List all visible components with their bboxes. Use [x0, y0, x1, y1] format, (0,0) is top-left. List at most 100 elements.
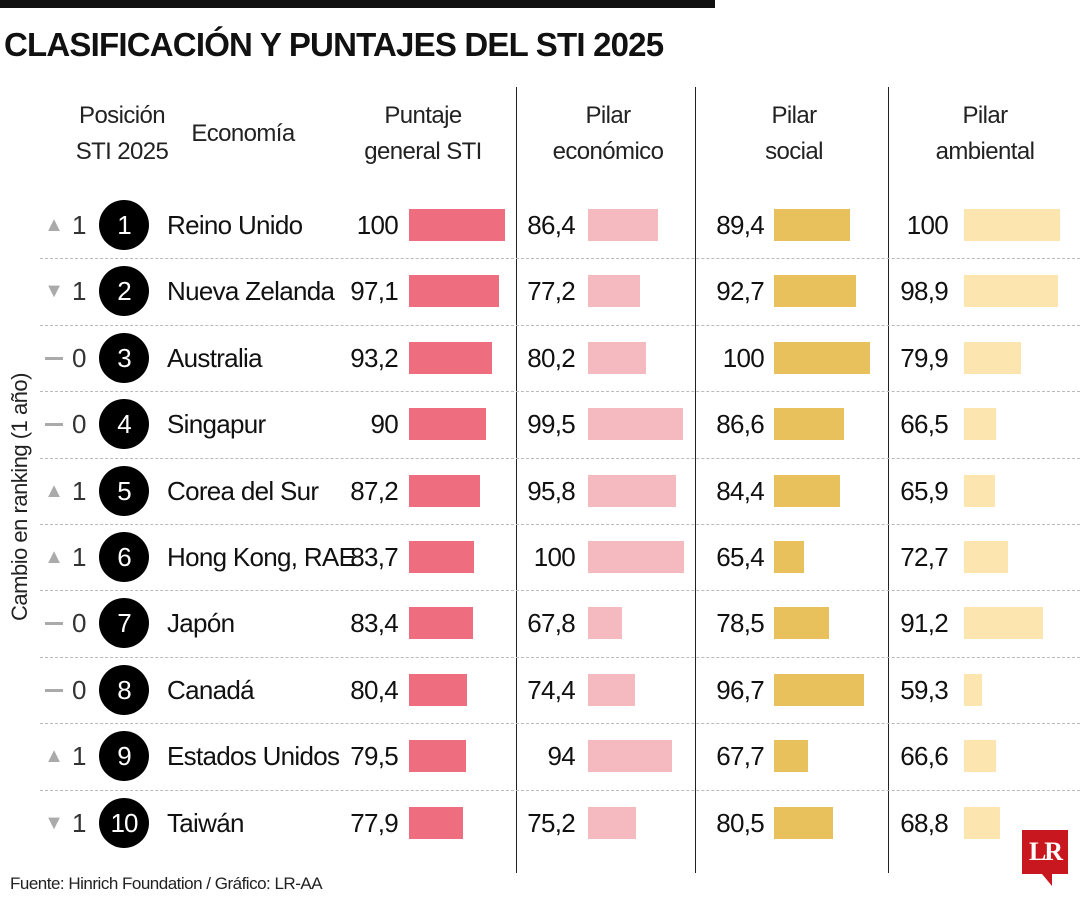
- rank-badge: 2: [99, 266, 149, 317]
- economic-value: 67,8: [527, 608, 576, 639]
- economic-value: 99,5: [527, 409, 576, 440]
- header-social: Pilar social: [721, 98, 867, 170]
- social-bar: [774, 209, 850, 241]
- lr-logo: LR: [1022, 830, 1068, 874]
- economic-bar: [588, 541, 684, 573]
- general-value: 100: [356, 210, 399, 240]
- environmental-value: 65,9: [900, 475, 949, 506]
- general-bar: [409, 806, 463, 839]
- environmental-value: 68,8: [900, 807, 949, 838]
- social-value: 67,7: [716, 741, 765, 772]
- general-value: 83,7: [350, 542, 399, 572]
- dash-icon: [45, 688, 63, 692]
- general-bar: [409, 607, 474, 640]
- header-economic-line1: Pilar: [585, 102, 631, 129]
- rank-change: 0: [72, 674, 86, 705]
- environmental-bar: [964, 541, 1008, 573]
- environmental-bar: [964, 806, 1001, 839]
- header-general-line1: Puntaje: [384, 102, 462, 129]
- row-separator: [40, 324, 1080, 326]
- row-separator: [40, 258, 1080, 260]
- economic-value: 95,8: [527, 475, 576, 506]
- lr-logo-tail: [1042, 874, 1052, 886]
- header-environmental-line1: Pilar: [962, 102, 1008, 129]
- environmental-bar: [964, 275, 1058, 308]
- header-position: Posición STI 2025: [62, 98, 182, 170]
- rank-change: 1: [72, 475, 86, 506]
- general-value: 80,4: [350, 674, 399, 705]
- environmental-value: 66,5: [900, 409, 949, 440]
- economic-value: 74,4: [527, 674, 576, 705]
- general-value: 90: [370, 409, 398, 440]
- economic-bar: [588, 341, 646, 374]
- environmental-value: 79,9: [900, 342, 949, 373]
- economy-name: Canadá: [167, 674, 255, 705]
- general-bar: [409, 275, 500, 308]
- header-social-line2: social: [765, 138, 823, 165]
- environmental-value: 66,6: [900, 741, 949, 772]
- header-social-line1: Pilar: [771, 102, 817, 129]
- header-environmental: Pilar ambiental: [912, 98, 1058, 170]
- economic-bar: [588, 209, 658, 241]
- column-divider: [888, 87, 889, 873]
- environmental-bar: [964, 673, 982, 706]
- social-bar: [774, 275, 856, 308]
- chart-title: CLASIFICACIÓN Y PUNTAJES DEL STI 2025: [4, 26, 664, 63]
- economic-bar: [588, 673, 635, 706]
- row-separator: [40, 590, 1080, 592]
- header-general-line2: general STI: [364, 138, 482, 165]
- economic-value: 80,2: [527, 342, 576, 373]
- header-environmental-line2: ambiental: [935, 138, 1035, 165]
- economy-name: Singapur: [167, 409, 266, 440]
- rank-badge: 5: [99, 465, 149, 516]
- social-value: 92,7: [716, 276, 765, 307]
- social-value: 89,4: [716, 210, 765, 240]
- general-bar: [409, 740, 466, 773]
- header-economy: Economía: [191, 120, 295, 147]
- general-value: 77,9: [350, 807, 399, 838]
- rank-change: 0: [72, 409, 86, 440]
- rank-badge: 7: [99, 598, 149, 649]
- general-value: 93,2: [350, 342, 399, 373]
- economy-name: Nueva Zelanda: [167, 276, 335, 307]
- column-divider: [516, 87, 517, 873]
- row-separator: [40, 723, 1080, 725]
- rank-badge: 6: [99, 532, 149, 582]
- general-bar: [409, 341, 492, 374]
- rank-change: 1: [72, 807, 86, 838]
- economic-value: 75,2: [527, 807, 576, 838]
- social-value: 78,5: [716, 608, 765, 639]
- row-separator: [40, 524, 1080, 525]
- rank-badge: 3: [99, 332, 149, 383]
- economic-bar: [588, 474, 676, 507]
- environmental-bar: [964, 408, 996, 441]
- economy-name: Reino Unido: [167, 210, 303, 240]
- triangle-up-icon: ▲: [44, 479, 64, 502]
- economy-name: Australia: [167, 342, 263, 373]
- economic-value: 77,2: [527, 276, 576, 307]
- general-value: 87,2: [350, 475, 399, 506]
- rank-badge: 10: [99, 797, 149, 848]
- dash-icon: [45, 356, 63, 360]
- social-bar: [774, 607, 829, 640]
- economic-bar: [588, 275, 641, 308]
- rank-badge: 8: [99, 664, 149, 715]
- header-economic-line2: económico: [552, 138, 664, 165]
- rank-change: 0: [72, 342, 86, 373]
- social-value: 80,5: [716, 807, 765, 838]
- row-separator: [40, 457, 1080, 459]
- source-footer: Fuente: Hinrich Foundation / Gráfico: LR…: [10, 874, 323, 893]
- economy-name: Taiwán: [167, 807, 244, 838]
- social-bar: [774, 740, 808, 773]
- rank-change: 1: [72, 276, 86, 307]
- economic-value: 86,4: [527, 210, 576, 240]
- environmental-value: 59,3: [900, 674, 949, 705]
- economy-name: Estados Unidos: [167, 741, 340, 772]
- triangle-down-icon: ▼: [44, 811, 64, 834]
- general-value: 83,4: [350, 608, 399, 639]
- social-bar: [774, 408, 845, 441]
- row-separator: [40, 656, 1080, 658]
- social-bar: [774, 806, 833, 839]
- side-label: Cambio en ranking (1 año): [7, 373, 32, 621]
- environmental-value: 91,2: [900, 608, 949, 639]
